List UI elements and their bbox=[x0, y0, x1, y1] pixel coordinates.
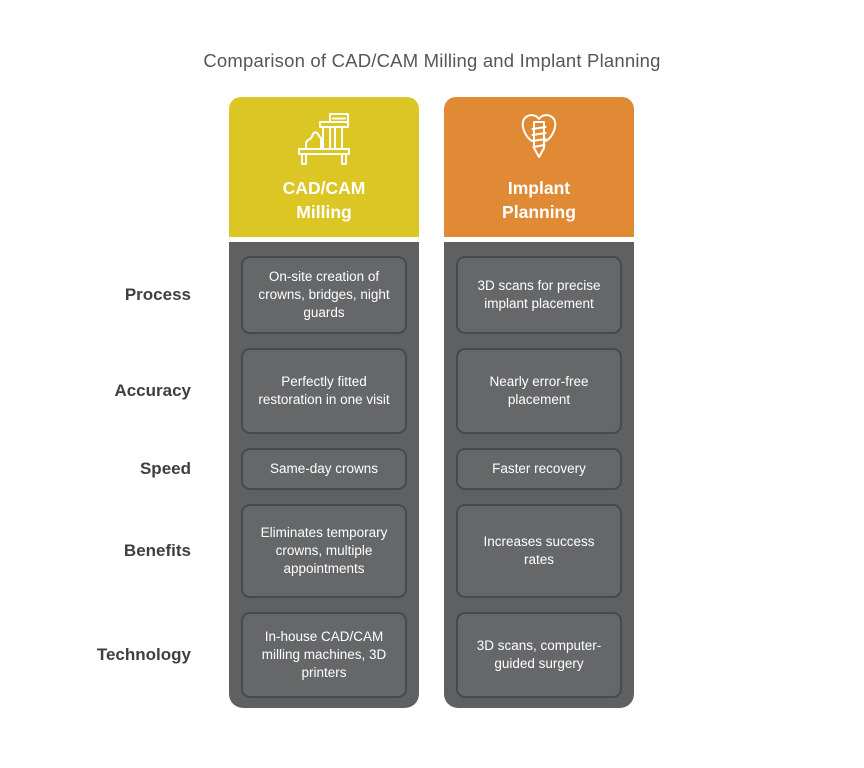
column-cadcam-milling: CAD/CAM Milling On-site creation of crow… bbox=[229, 97, 419, 708]
implant-column-title: Implant Planning bbox=[502, 178, 576, 222]
cell-accuracy-cadcam: Perfectly fitted restoration in one visi… bbox=[241, 348, 407, 434]
cell-accuracy-implant: Nearly error-free placement bbox=[456, 348, 622, 434]
cell-benefits-cadcam: Eliminates temporary crowns, multiple ap… bbox=[241, 504, 407, 598]
cadcam-column-header: CAD/CAM Milling bbox=[229, 97, 419, 237]
cadcam-column-body: On-site creation of crowns, bridges, nig… bbox=[229, 242, 419, 708]
row-label-speed: Speed bbox=[139, 459, 191, 478]
cell-process-implant: 3D scans for precise implant placement bbox=[456, 256, 622, 334]
cell-speed-cadcam: Same-day crowns bbox=[241, 448, 407, 490]
milling-machine-icon bbox=[294, 110, 354, 168]
row-label-accuracy: Accuracy bbox=[114, 381, 191, 400]
row-label-technology: Technology bbox=[96, 645, 191, 664]
cadcam-column-title: CAD/CAM Milling bbox=[282, 178, 366, 222]
implant-column-body: 3D scans for precise implant placement N… bbox=[444, 242, 634, 708]
cell-speed-implant: Faster recovery bbox=[456, 448, 622, 490]
dental-implant-icon bbox=[516, 110, 562, 168]
cell-technology-cadcam: In-house CAD/CAM milling machines, 3D pr… bbox=[241, 612, 407, 698]
cell-technology-implant: 3D scans, computer-guided surgery bbox=[456, 612, 622, 698]
column-implant-planning: Implant Planning 3D scans for precise im… bbox=[444, 97, 634, 708]
cell-benefits-implant: Increases success rates bbox=[456, 504, 622, 598]
implant-column-header: Implant Planning bbox=[444, 97, 634, 237]
row-label-process: Process bbox=[124, 285, 191, 304]
comparison-table: Process Accuracy Speed Benefits Technolo… bbox=[24, 97, 634, 708]
cell-process-cadcam: On-site creation of crowns, bridges, nig… bbox=[241, 256, 407, 334]
page-title: Comparison of CAD/CAM Milling and Implan… bbox=[203, 50, 661, 71]
row-label-benefits: Benefits bbox=[123, 541, 191, 560]
row-labels-column: Process Accuracy Speed Benefits Technolo… bbox=[24, 97, 205, 698]
